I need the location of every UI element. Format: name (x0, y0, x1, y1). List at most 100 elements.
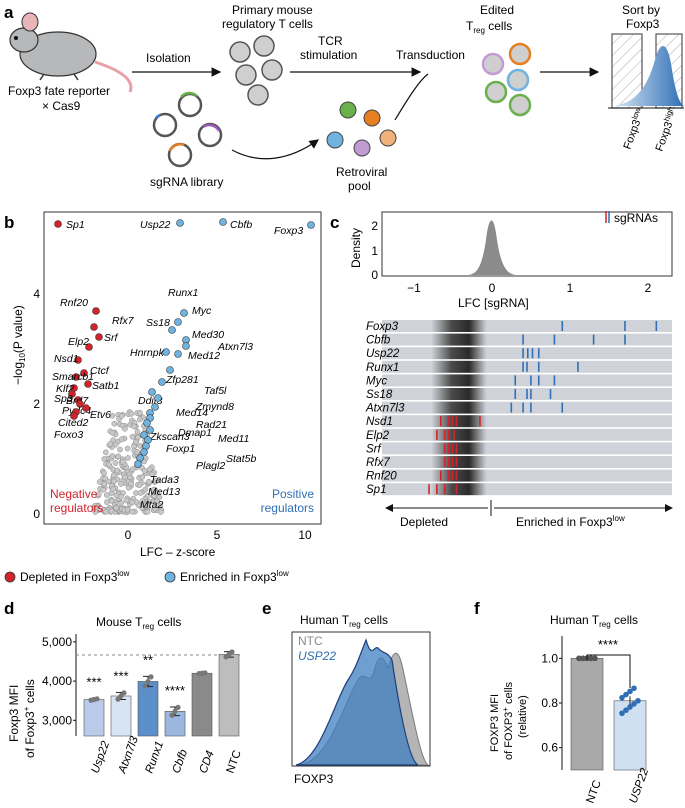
bar (570, 658, 604, 771)
volcano-point (103, 508, 110, 515)
volcano-point (108, 508, 115, 514)
depleted-gene-label: Srf (104, 332, 119, 344)
significance-stars: **** (165, 683, 185, 698)
volcano-point (144, 492, 151, 499)
volcano-point (144, 508, 151, 515)
ytick: 3,000 (42, 713, 72, 727)
xtick: 0 (125, 528, 132, 542)
volcano-point (150, 487, 157, 493)
enriched-gene-label: Ss18 (146, 317, 170, 329)
depleted-gene-label: Sp3 (54, 393, 73, 405)
ytick: 0 (371, 268, 378, 282)
depleted-gene-point (72, 373, 80, 381)
replicate-dot (229, 649, 235, 655)
category-label: Runx1 (144, 740, 167, 775)
usp22-label: USP22 (298, 649, 336, 663)
volcano-point (118, 481, 124, 487)
enriched-gene-point (148, 388, 156, 396)
replicate-dot (627, 688, 633, 695)
enriched-gene-label: Plagl2 (196, 460, 225, 472)
depleted-gene-label: Sp1 (66, 219, 85, 231)
gene-label: Elp2 (366, 430, 390, 442)
gene-label: Myc (366, 375, 387, 387)
volcano-cloud (91, 409, 165, 515)
sgrna-row-background (382, 469, 672, 482)
sgrna-row-background (382, 333, 672, 346)
sort-label-2: Foxp3 (626, 17, 660, 31)
sgrna-row-background (382, 374, 672, 387)
enriched-label: Enriched in Foxp3low (516, 514, 625, 529)
volcano-point (101, 470, 107, 476)
legend-blue-dot (164, 571, 176, 583)
sgrna-row-background (382, 428, 672, 441)
xtick: 2 (645, 281, 652, 295)
significance-stars: *** (113, 668, 128, 683)
enriched-gene-point (174, 350, 182, 358)
sgrna-row-background (382, 456, 672, 468)
panel-e-title: Human Treg cells (300, 613, 388, 629)
category-label: USP22 (628, 766, 652, 805)
replicate-dot (121, 690, 127, 696)
volcano-point (103, 492, 110, 498)
ytick: 0.8 (541, 696, 558, 710)
volcano-point (110, 472, 117, 479)
volcano-ylabel: −log10(P value) (11, 305, 27, 385)
volcano-point (139, 474, 146, 480)
volcano-point (128, 410, 135, 417)
density-yticks: 0 1 2 (371, 219, 378, 282)
enriched-gene-point (140, 431, 148, 439)
category-label: NTC (585, 779, 604, 805)
volcano-point (136, 482, 143, 488)
replicate-dot (631, 701, 637, 707)
gene-label: Foxp3 (366, 321, 399, 333)
replicate-dot (619, 694, 625, 701)
enriched-gene-point (219, 218, 227, 226)
replicate-dot (175, 704, 181, 711)
foxp3-low-label: Foxp3low (620, 106, 648, 151)
ytick: 2 (33, 397, 40, 411)
arrow-pool (394, 73, 429, 121)
density-label: Density (349, 228, 363, 268)
replicate-dot (145, 678, 151, 685)
volcano-point (110, 486, 116, 492)
volcano-point (152, 478, 159, 484)
enriched-gene-label: Rad21 (196, 419, 227, 431)
volcano-xlabel: LFC – z-score (140, 545, 216, 559)
panel-d-ylabel-1: Foxp3 MFI (7, 685, 21, 742)
volcano-point (117, 446, 123, 453)
depleted-gene-label: Rfx7 (112, 315, 135, 327)
sgrna-row-background (382, 442, 672, 455)
significance-stars: *** (86, 675, 101, 690)
volcano-yticks: 0 2 4 (33, 287, 40, 521)
retroviral-label-1: Retroviral (336, 165, 387, 179)
volcano-point (152, 505, 158, 512)
enriched-gene-label: Hnrnpk (130, 347, 165, 359)
gene-label: Usp22 (366, 348, 400, 360)
panel-b-letter: b (4, 213, 14, 232)
category-label: CD4 (198, 749, 217, 775)
enriched-gene-point (176, 219, 184, 227)
enriched-gene-point (143, 419, 151, 427)
sgrna-label: sgRNA library (150, 175, 223, 189)
ytick: 1 (371, 244, 378, 258)
volcano-point (105, 461, 112, 468)
volcano-point (149, 471, 155, 478)
volcano-point (129, 499, 136, 506)
enriched-gene-label: Foxp1 (166, 443, 195, 455)
enriched-gene-point (134, 460, 142, 468)
volcano-point (137, 409, 143, 416)
bar (191, 672, 213, 737)
volcano-point (129, 508, 136, 515)
depleted-gene-label: Elp2 (68, 336, 89, 348)
enriched-gene-point (307, 221, 315, 229)
tcr-label-1: TCR (318, 34, 343, 48)
volcano-point (151, 492, 158, 499)
volcano-point (137, 416, 143, 423)
volcano-point (111, 478, 117, 485)
volcano-point (146, 466, 153, 473)
depleted-gene-point (90, 323, 98, 331)
volcano-point (115, 453, 122, 460)
significance-stars: ** (143, 652, 153, 667)
gene-label: Runx1 (366, 362, 399, 374)
depleted-gene-point (74, 356, 82, 364)
